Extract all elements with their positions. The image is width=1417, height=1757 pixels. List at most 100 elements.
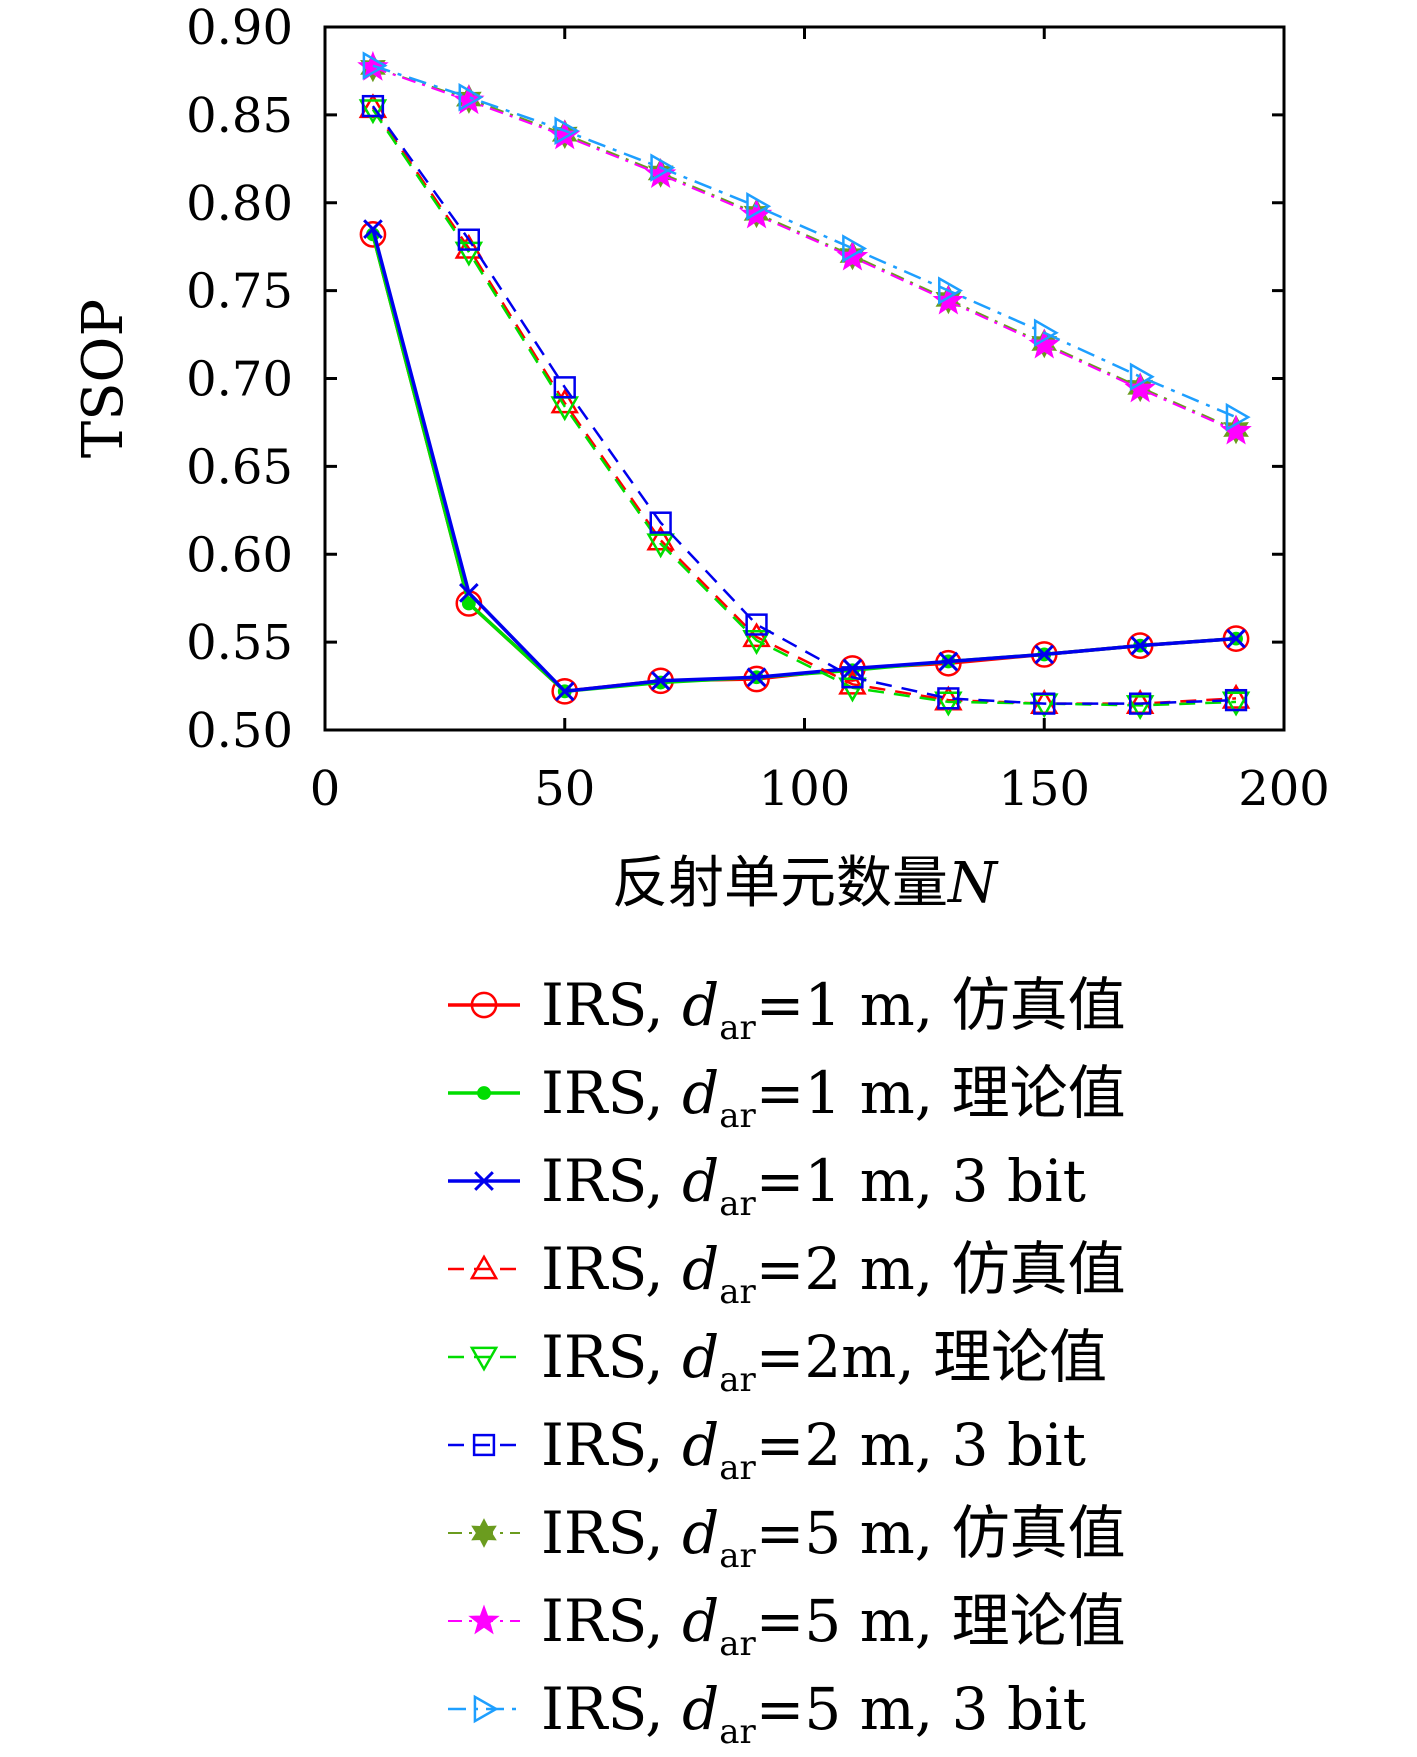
data-point: [1034, 644, 1055, 665]
y-tick-label: 0.90: [186, 0, 293, 56]
data-point: [477, 1086, 491, 1100]
data-point: [1225, 402, 1251, 432]
data-point: [468, 1604, 500, 1635]
legend-label: IRS, dar=1 m, 3 bit: [541, 1147, 1086, 1224]
data-point: [469, 1346, 499, 1372]
series-6: [361, 94, 1248, 715]
series-line: [372, 66, 1237, 433]
legend: IRS, dar=1 m, 仿真值 IRS, dar=1 m, 理论值 IRS, d…: [448, 971, 1126, 1752]
series-line: [371, 105, 1237, 705]
legend-entry: IRS, dar=2 m, 3 bit: [448, 1411, 1086, 1488]
legend-label: IRS, dar=2m, 理论值: [541, 1323, 1107, 1400]
data-point: [454, 241, 484, 267]
data-point: [473, 1694, 499, 1724]
series-7: [360, 52, 1249, 445]
data-point: [938, 276, 963, 305]
data-point: [1033, 692, 1056, 715]
data-point: [1033, 318, 1059, 348]
data-point: [458, 583, 479, 603]
data-point: [554, 681, 575, 702]
y-axis-title: TSOP: [71, 299, 136, 458]
legend-entry: IRS, dar=2m, 理论值: [448, 1323, 1107, 1400]
series-line: [371, 108, 1237, 707]
series-8: [357, 50, 1252, 445]
x-axis-title: 反射单元数量N: [612, 851, 999, 916]
data-point: [650, 153, 676, 182]
data-point: [842, 234, 868, 263]
y-tick-label: 0.80: [186, 176, 293, 232]
data-point: [454, 233, 484, 259]
data-point: [359, 221, 387, 248]
legend-label: IRS, dar=1 m, 仿真值: [541, 971, 1126, 1048]
data-point: [550, 388, 580, 414]
data-point: [1129, 362, 1155, 391]
x-tick-label: 150: [998, 761, 1090, 817]
data-point: [746, 192, 772, 221]
legend-label: IRS, dar=1 m, 理论值: [541, 1059, 1126, 1136]
data-point: [646, 525, 675, 551]
series-line: [372, 64, 1237, 419]
y-tick-label: 0.70: [186, 352, 293, 408]
data-point: [1226, 628, 1246, 649]
data-point: [838, 677, 867, 703]
series-9: [362, 51, 1251, 432]
x-tick-label: 200: [1238, 761, 1330, 817]
legend-entry: IRS, dar=5 m, 3 bit: [448, 1675, 1086, 1752]
data-point: [1224, 688, 1248, 712]
series-line: [371, 107, 1237, 705]
data-point: [469, 1254, 499, 1280]
series-line: [372, 66, 1237, 431]
data-point: [457, 228, 481, 251]
data-point: [474, 1171, 494, 1191]
y-tick-label: 0.65: [186, 439, 293, 495]
data-point: [650, 670, 671, 691]
legend-entry: IRS, dar=1 m, 理论值: [448, 1059, 1126, 1136]
series-line: [371, 228, 1237, 694]
y-tick-label: 0.75: [186, 264, 293, 320]
legend-label: IRS, dar=2 m, 3 bit: [541, 1411, 1086, 1488]
x-tick-label: 0: [310, 761, 341, 817]
y-tick-label: 0.85: [186, 88, 293, 144]
legend-entry: IRS, dar=2 m, 仿真值: [448, 1235, 1126, 1312]
y-tick-label: 0.60: [186, 527, 293, 583]
data-point: [934, 691, 963, 717]
plot-layer: 0 50 100 150 200 0.50 0.55 0.60 0.65 0.70 0.75 0.80…: [71, 0, 1330, 916]
data-point: [461, 596, 476, 611]
y-tick-label: 0.55: [186, 615, 293, 671]
data-point: [472, 1433, 496, 1457]
data-point: [458, 83, 484, 112]
data-point: [649, 511, 672, 534]
data-point: [470, 991, 498, 1019]
legend-label: IRS, dar=5 m, 3 bit: [541, 1675, 1086, 1752]
data-point: [554, 116, 580, 145]
data-point: [362, 51, 388, 80]
legend-label: IRS, dar=5 m, 仿真值: [541, 1499, 1126, 1576]
data-point: [1129, 692, 1152, 715]
legend-entry: IRS, dar=5 m, 理论值: [448, 1587, 1126, 1664]
data-point: [746, 667, 767, 688]
legend-label: IRS, dar=2 m, 仿真值: [541, 1235, 1126, 1312]
data-point: [1130, 635, 1151, 656]
data-point: [471, 1518, 497, 1548]
data-point: [838, 669, 867, 695]
data-point: [361, 94, 385, 118]
data-point: [358, 99, 388, 125]
series-3: [363, 219, 1246, 702]
legend-entry: IRS, dar=1 m, 仿真值: [448, 971, 1126, 1048]
legend-label: IRS, dar=5 m, 理论值: [541, 1587, 1126, 1664]
x-tick-label: 100: [759, 761, 851, 817]
data-point: [363, 219, 383, 239]
data-point: [1221, 691, 1251, 717]
data-point: [841, 666, 864, 689]
series-5: [358, 99, 1251, 721]
data-point: [938, 651, 959, 672]
data-point: [745, 613, 768, 636]
data-point: [646, 533, 675, 559]
legend-entry: IRS, dar=1 m, 3 bit: [448, 1147, 1086, 1224]
data-point: [1221, 683, 1251, 709]
data-point: [937, 687, 960, 710]
series-2: [366, 227, 1243, 699]
data-point: [1125, 695, 1155, 721]
legend-entry: IRS, dar=5 m, 仿真值: [448, 1499, 1126, 1576]
